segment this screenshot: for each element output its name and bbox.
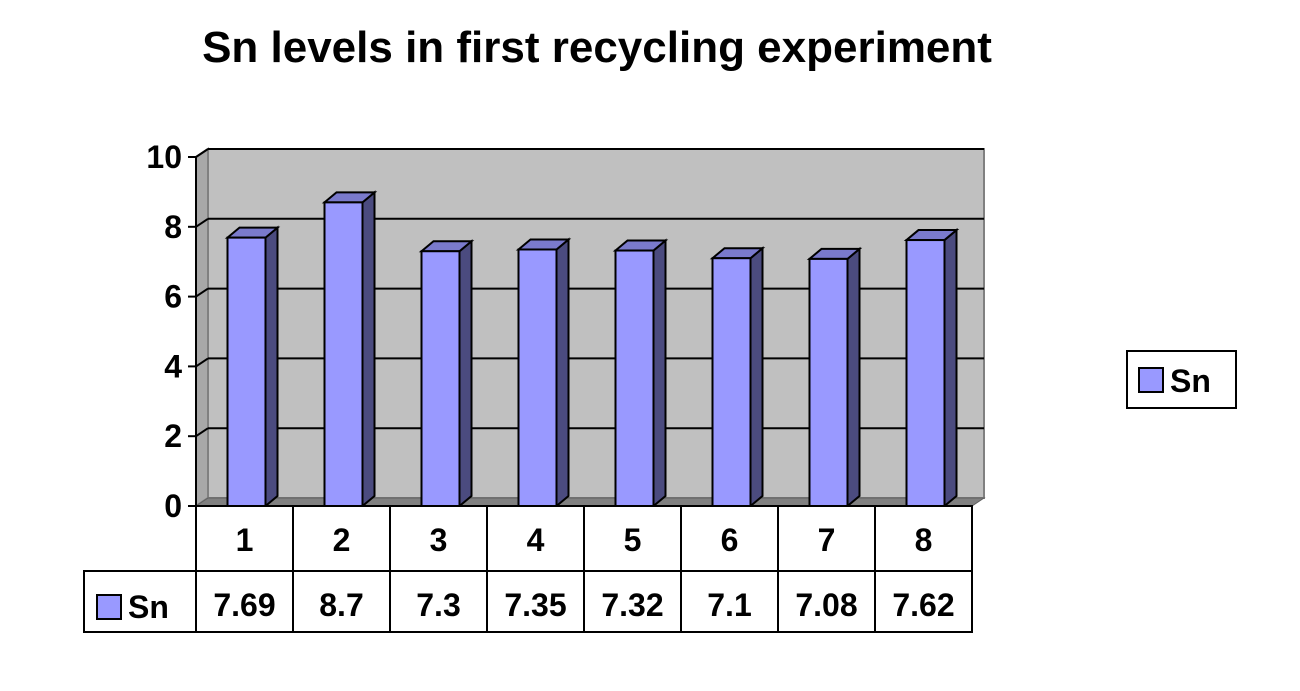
legend-label: Sn: [1170, 363, 1211, 399]
bar: [903, 227, 960, 509]
table-value-label: 7.62: [892, 587, 954, 623]
bar-front: [420, 250, 461, 507]
bar: [806, 246, 863, 509]
side-wall: [195, 147, 209, 508]
table-value-label: 7.32: [601, 587, 663, 623]
y-tick-label: 0: [164, 488, 182, 524]
table-value-label: 7.1: [707, 587, 751, 623]
table-value-label: 7.08: [795, 587, 857, 623]
bar: [224, 225, 281, 509]
data-table: 1 7.69 2 8.7 3 7.3 4 7.35 5 7.32 6 7.1 7 7.08 8 7.62 Sn: [83, 505, 973, 633]
bar-side: [361, 190, 376, 509]
table-value-label: 7.3: [416, 587, 460, 623]
bar: [321, 190, 378, 509]
bar: [612, 238, 669, 509]
floor: [194, 497, 986, 507]
table-category-label: 2: [333, 522, 351, 558]
bar-front: [517, 248, 558, 508]
bar: [709, 246, 766, 509]
table-value-label: 7.35: [504, 587, 566, 623]
table-value-label: 8.7: [319, 587, 363, 623]
table-series-swatch: [96, 594, 122, 620]
bar-front: [711, 257, 752, 507]
table-category-label: 5: [624, 522, 642, 558]
gridline-side: [195, 217, 209, 228]
bar: [418, 239, 475, 509]
table-series-label: Sn: [128, 589, 169, 625]
y-tick-label: 8: [164, 209, 182, 245]
bar-side: [264, 225, 279, 509]
bar-front: [614, 249, 655, 507]
gridline-side: [195, 427, 209, 438]
y-tick-label: 4: [164, 348, 182, 384]
table-category-label: 7: [818, 522, 836, 558]
table-value-label: 7.69: [213, 587, 275, 623]
bar: [515, 237, 572, 509]
bar-front: [905, 239, 946, 507]
bar-side: [555, 237, 570, 509]
gridline-side: [195, 357, 209, 368]
chart-title: Sn levels in first recycling experiment: [202, 23, 992, 72]
legend: Sn: [1126, 350, 1237, 409]
table-category-label: 1: [236, 522, 254, 558]
bar-front: [808, 257, 849, 507]
table-category-label: 4: [527, 522, 545, 558]
gridline-side: [195, 287, 209, 298]
bar-front: [323, 201, 364, 507]
y-tick-label: 10: [146, 139, 182, 175]
bar-side: [943, 227, 958, 509]
table-value-row: [83, 570, 973, 633]
gridline-side: [195, 148, 209, 158]
bar-side: [458, 239, 473, 509]
bar-side: [749, 246, 764, 509]
bar-front: [226, 236, 267, 508]
y-tick-label: 6: [164, 279, 182, 315]
y-tick-label: 2: [164, 418, 182, 454]
table-category-label: 8: [915, 522, 933, 558]
bar-side: [846, 246, 861, 509]
plot-area: 0 2 4 6 8 10: [146, 139, 986, 524]
legend-swatch: [1138, 367, 1164, 393]
bar-side: [652, 238, 667, 509]
table-category-label: 6: [721, 522, 739, 558]
table-category-label: 3: [430, 522, 448, 558]
